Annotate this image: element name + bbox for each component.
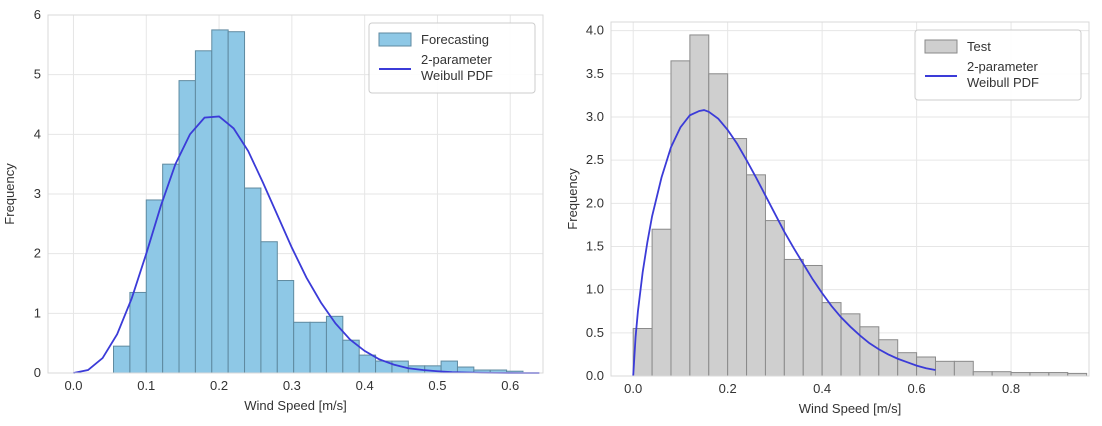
x-tick-label: 0.6 — [501, 378, 519, 393]
y-tick-label: 4.0 — [586, 23, 604, 38]
y-tick-label: 2.5 — [586, 152, 604, 167]
x-tick-label: 0.4 — [356, 378, 374, 393]
histogram-bar — [1048, 372, 1069, 377]
histogram-bar — [651, 228, 672, 377]
histogram-bar — [309, 321, 327, 374]
x-tick-label: 0.6 — [908, 381, 926, 396]
histogram-bar — [211, 29, 229, 374]
histogram-bar — [802, 264, 823, 377]
legend-label-curve-line: 2-parameter — [421, 52, 492, 67]
histogram-bar — [972, 371, 993, 377]
histogram-bar — [1010, 372, 1031, 377]
forecasting-histogram-chart: 0.0 0.1 0.2 0.3 0.4 0.5 0.6 0 1 2 3 4 5 6 Wind Speed [… — [2, 7, 544, 413]
histogram-bar — [178, 80, 196, 374]
legend: Forecasting 2-parameter Weibull PDF — [368, 22, 536, 94]
y-tick-label: 2 — [34, 246, 41, 261]
y-tick-label: 1 — [34, 305, 41, 320]
histogram-bar — [113, 345, 131, 374]
histogram-bar — [260, 241, 278, 374]
y-axis-label: Frequency — [2, 163, 17, 225]
y-tick-label: 2.0 — [586, 195, 604, 210]
plot-frame — [47, 14, 544, 374]
legend-label-curve: 2-parameter Weibull PDF — [967, 59, 1039, 90]
y-tick-label: 3.0 — [586, 109, 604, 124]
legend-swatch-histogram — [378, 32, 412, 47]
legend-label-curve: 2-parameter Weibull PDF — [421, 52, 493, 83]
x-tick-label: 0.2 — [210, 378, 228, 393]
legend-swatch-histogram — [924, 39, 958, 54]
histogram-bar — [325, 315, 344, 374]
histogram-bar — [670, 60, 691, 377]
histogram-bar — [934, 360, 955, 377]
histogram-bar — [358, 354, 377, 374]
x-tick-label: 0.2 — [719, 381, 737, 396]
histogram-bar — [727, 138, 748, 377]
weibull-pdf-curve — [73, 115, 540, 374]
histogram-bar — [244, 187, 262, 374]
histogram-bar — [129, 291, 147, 374]
legend-label-histogram: Test — [967, 39, 991, 54]
x-tick-label: 0.0 — [624, 381, 642, 396]
y-axis-label: Frequency — [565, 168, 580, 230]
histogram-bar — [293, 321, 311, 374]
histogram-bar — [227, 31, 246, 374]
x-tick-label: 0.8 — [1002, 381, 1020, 396]
histogram-bar — [991, 371, 1012, 377]
histogram-bar — [194, 50, 213, 374]
x-tick-label: 0.3 — [283, 378, 301, 393]
y-tick-label: 1.5 — [586, 238, 604, 253]
y-tick-label: 1.0 — [586, 282, 604, 297]
legend: Test 2-parameter Weibull PDF — [914, 29, 1082, 101]
forecasting-histogram-panel: 0.0 0.1 0.2 0.3 0.4 0.5 0.6 0 1 2 3 4 5 6 Wind Speed [… — [2, 7, 544, 413]
weibull-pdf-curve — [632, 109, 936, 377]
x-tick-label: 0.1 — [137, 378, 155, 393]
x-axis-label: Wind Speed [m/s] — [799, 401, 902, 416]
histogram-bar — [783, 258, 804, 377]
histogram-bar — [840, 313, 861, 377]
histogram-bar — [689, 34, 710, 377]
histogram-bar — [764, 220, 785, 377]
y-tick-label: 3 — [34, 186, 41, 201]
histogram-bar — [1029, 372, 1050, 377]
y-tick-label: 0.5 — [586, 325, 604, 340]
y-tick-label: 0.0 — [586, 368, 604, 383]
test-histogram-chart: 0.0 0.2 0.4 0.6 0.8 0.0 0.5 1.0 1.5 2.0 2.5 3.0 3.5 4… — [565, 21, 1090, 416]
y-tick-label: 3.5 — [586, 66, 604, 81]
histogram-bar — [859, 326, 880, 377]
histogram-bar — [746, 174, 766, 377]
x-tick-label: 0.5 — [428, 378, 446, 393]
x-axis-label: Wind Speed [m/s] — [244, 398, 347, 413]
y-tick-label: 4 — [34, 126, 41, 141]
y-tick-label: 5 — [34, 67, 41, 82]
x-tick-label: 0.4 — [813, 381, 831, 396]
legend-label-curve-line: Weibull PDF — [967, 75, 1039, 90]
test-histogram-panel: 0.0 0.2 0.4 0.6 0.8 0.0 0.5 1.0 1.5 2.0 2.5 3.0 3.5 4… — [551, 0, 1102, 426]
legend-label-histogram: Forecasting — [421, 32, 489, 47]
legend-label-curve-line: 2-parameter — [967, 59, 1038, 74]
legend-label-curve-line: Weibull PDF — [421, 68, 493, 83]
x-tick-label: 0.0 — [64, 378, 82, 393]
y-tick-label: 6 — [34, 7, 41, 22]
histogram-bar — [276, 280, 295, 374]
plot-frame — [610, 21, 1090, 377]
histogram-bar — [953, 360, 974, 377]
y-tick-label: 0 — [34, 365, 41, 380]
